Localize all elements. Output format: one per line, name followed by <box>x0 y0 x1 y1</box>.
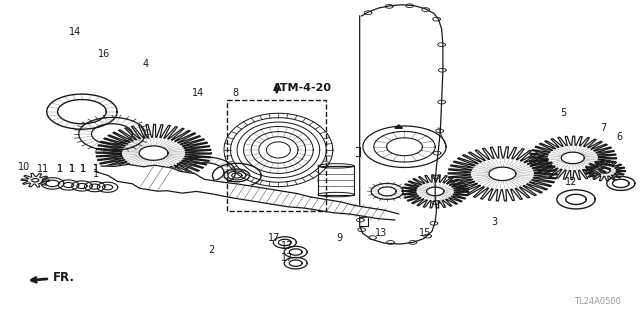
Text: 1: 1 <box>57 164 63 174</box>
Text: 13: 13 <box>375 228 388 238</box>
Text: 9: 9 <box>336 233 342 243</box>
Text: FR.: FR. <box>31 271 74 284</box>
Polygon shape <box>97 164 399 220</box>
Text: 15: 15 <box>419 228 431 238</box>
Bar <box>227 100 326 211</box>
Text: 1: 1 <box>68 164 75 174</box>
Text: 14: 14 <box>69 27 82 37</box>
Text: ATM-4-20: ATM-4-20 <box>273 83 332 93</box>
Text: 6: 6 <box>616 132 623 142</box>
Text: TL24A0500: TL24A0500 <box>574 297 621 306</box>
Text: 1: 1 <box>68 164 75 174</box>
Text: 17: 17 <box>280 253 293 263</box>
Text: 11: 11 <box>37 164 50 174</box>
Text: 8: 8 <box>232 87 239 98</box>
Text: 1: 1 <box>93 169 99 179</box>
Text: 12: 12 <box>564 177 577 187</box>
Text: 17: 17 <box>268 233 280 243</box>
Polygon shape <box>318 166 354 195</box>
Text: 5: 5 <box>560 108 566 118</box>
Text: 1: 1 <box>93 164 99 174</box>
Text: 4: 4 <box>143 59 149 69</box>
Text: 2: 2 <box>208 245 214 256</box>
Text: 16: 16 <box>97 49 110 59</box>
Text: 1: 1 <box>57 164 63 174</box>
Text: 3: 3 <box>491 217 497 227</box>
Text: 1: 1 <box>80 164 86 174</box>
Text: 7: 7 <box>600 122 606 133</box>
Text: 14: 14 <box>192 87 205 98</box>
Text: 1: 1 <box>93 164 99 174</box>
Text: 1: 1 <box>80 164 86 174</box>
Polygon shape <box>395 125 403 128</box>
Text: 17: 17 <box>280 241 293 251</box>
Polygon shape <box>360 5 443 244</box>
Text: 10: 10 <box>18 162 31 173</box>
